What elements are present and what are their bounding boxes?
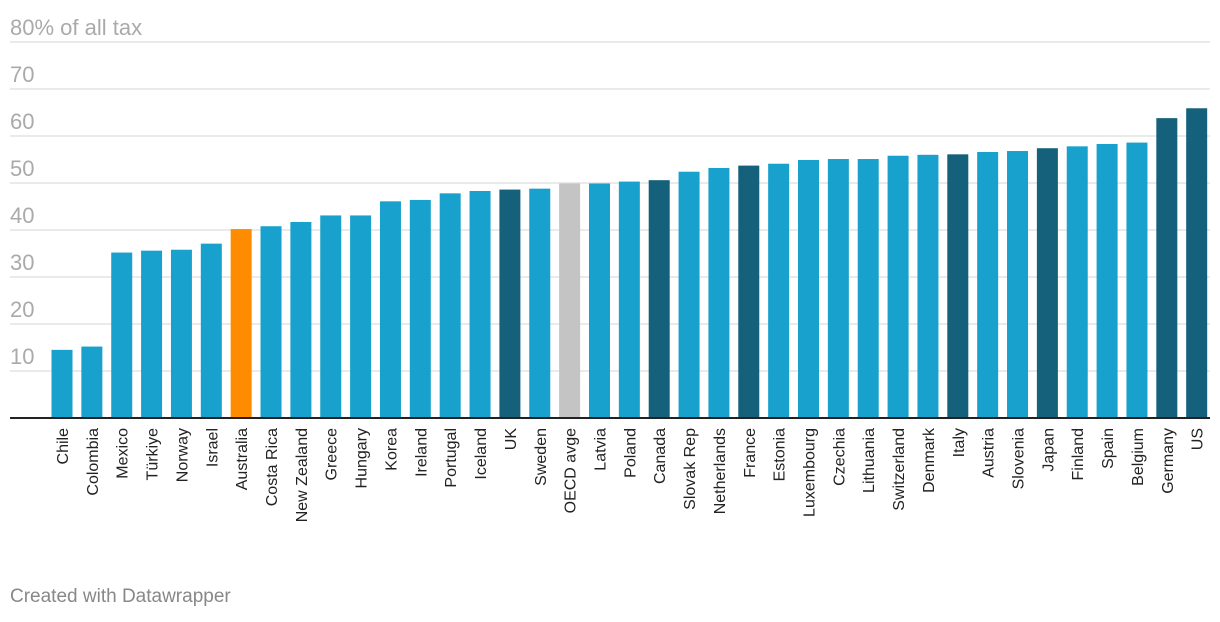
bar-colombia[interactable] [81,346,103,418]
x-label-latvia: Latvia [592,428,609,471]
bar-germany[interactable] [1156,118,1178,418]
x-label-new-zealand: New Zealand [294,428,311,522]
bar-japan[interactable] [1036,148,1058,418]
bars [51,108,1208,419]
y-tick-label-80: 80% of all tax [10,15,142,40]
x-label-greece: Greece [324,428,341,481]
x-label-t-rkiye: Türkiye [145,428,162,481]
bar-greece[interactable] [320,215,342,418]
bar-australia[interactable] [230,229,252,418]
x-label-japan: Japan [1040,428,1057,472]
y-tick-label-40: 40 [10,203,34,228]
x-category-labels: Chile Colombia Mexico Türkiye Norway Israel Au… [55,427,1207,522]
bar-italy[interactable] [947,154,969,418]
bar-austria[interactable] [977,151,999,419]
y-tick-label-30: 30 [10,250,34,275]
bar-hungary[interactable] [350,215,372,418]
x-label-israel: Israel [204,428,221,467]
x-label-costa-rica: Costa Rica [264,428,281,506]
y-tick-label-10: 10 [10,344,34,369]
x-label-czechia: Czechia [831,428,848,486]
x-label-uk: UK [503,428,520,451]
bar-portugal[interactable] [439,193,461,418]
bar-netherlands[interactable] [708,167,730,418]
bar-poland[interactable] [618,181,640,418]
bar-finland[interactable] [1066,146,1088,418]
x-label-switzerland: Switzerland [891,428,908,511]
x-label-belgium: Belgium [1130,428,1147,486]
x-label-slovenia: Slovenia [1011,428,1028,489]
y-tick-label-60: 60 [10,109,34,134]
bar-ireland[interactable] [409,199,431,418]
bar-switzerland[interactable] [887,155,909,419]
x-label-colombia: Colombia [85,428,102,496]
bar-sweden[interactable] [529,188,551,418]
x-label-mexico: Mexico [115,428,132,479]
bar-belgium[interactable] [1126,142,1148,418]
x-label-korea: Korea [383,428,400,471]
x-label-germany: Germany [1160,428,1177,494]
bar-czechia[interactable] [827,159,849,418]
x-label-us: US [1190,428,1207,450]
bar-uk[interactable] [499,189,521,418]
x-label-denmark: Denmark [921,427,938,493]
bar-oecd-avge[interactable] [559,183,581,418]
bar-iceland[interactable] [469,190,491,418]
bar-korea[interactable] [379,201,401,418]
x-label-portugal: Portugal [443,428,460,488]
x-label-lithuania: Lithuania [861,428,878,493]
x-label-hungary: Hungary [354,428,371,488]
x-label-spain: Spain [1100,428,1117,469]
bar-lithuania[interactable] [857,159,879,418]
bar-us[interactable] [1186,108,1208,419]
bar-france[interactable] [738,165,760,418]
bar-latvia[interactable] [588,183,610,418]
x-label-estonia: Estonia [772,428,789,481]
x-label-chile: Chile [55,428,72,465]
y-tick-label-50: 50 [10,156,34,181]
x-label-netherlands: Netherlands [712,428,729,514]
x-label-slovak-rep: Slovak Rep [682,428,699,510]
x-label-australia: Australia [234,428,251,490]
y-tick-label-20: 20 [10,297,34,322]
bar-slovak-rep[interactable] [678,171,700,418]
bar-estonia[interactable] [768,163,790,418]
x-label-austria: Austria [981,428,998,478]
bar-canada[interactable] [648,180,670,418]
y-tick-label-70: 70 [10,62,34,87]
x-label-canada: Canada [652,428,669,484]
y-tick-labels: 10 20 30 40 50 60 70 80% of all tax [10,15,142,369]
bar-new-zealand[interactable] [290,222,312,418]
bar-chart: 10 20 30 40 50 60 70 80% of all tax Chile Colomb… [10,15,1210,522]
x-label-poland: Poland [622,428,639,478]
bar-luxembourg[interactable] [798,159,819,418]
bar-mexico[interactable] [111,252,133,418]
x-label-sweden: Sweden [533,428,550,486]
x-label-italy: Italy [951,428,968,457]
bar-costa-rica[interactable] [260,226,282,418]
x-label-ireland: Ireland [413,428,430,477]
bar-norway[interactable] [170,249,192,418]
x-label-luxembourg: Luxembourg [802,428,819,517]
bar-spain[interactable] [1096,143,1118,419]
bar-israel[interactable] [200,243,222,418]
datawrapper-credit[interactable]: Created with Datawrapper [10,586,231,607]
bar-chile[interactable] [51,349,73,418]
x-label-norway: Norway [174,428,191,482]
bar-slovenia[interactable] [1007,151,1029,419]
x-label-finland: Finland [1070,428,1087,480]
x-label-oecd-avge: OECD avge [563,428,580,513]
bar-denmark[interactable] [917,154,939,419]
bar-t-rkiye[interactable] [141,250,163,418]
x-label-iceland: Iceland [473,428,490,480]
x-label-france: France [742,428,759,478]
